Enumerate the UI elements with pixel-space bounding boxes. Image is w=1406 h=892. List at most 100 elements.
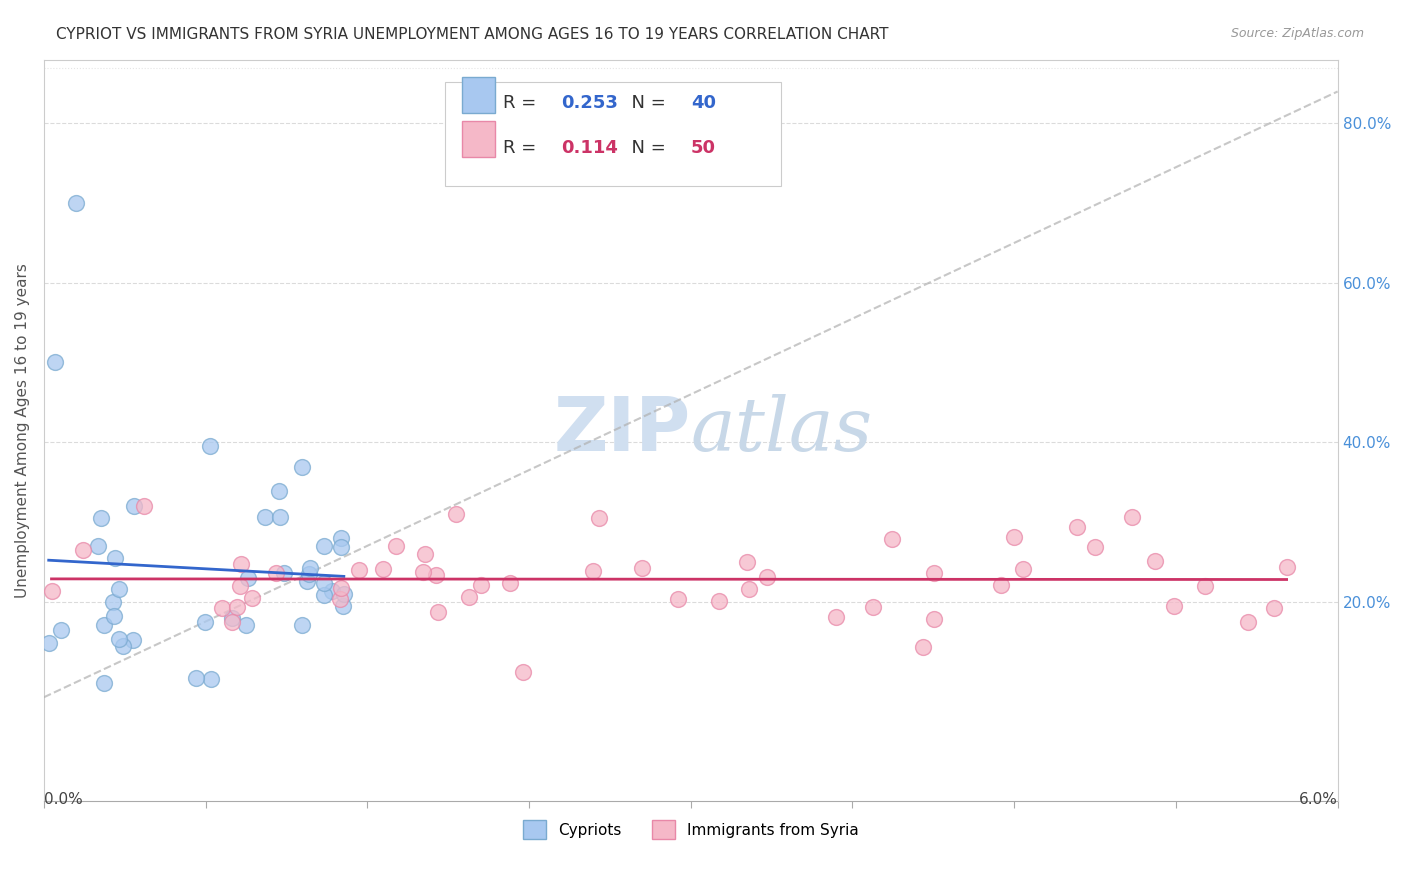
Point xyxy=(329,591,352,606)
Point xyxy=(65,196,87,211)
Point xyxy=(225,600,247,615)
Point xyxy=(371,562,394,576)
Point xyxy=(134,499,156,513)
Point xyxy=(312,588,335,602)
Point xyxy=(446,507,468,521)
Text: 40: 40 xyxy=(690,95,716,112)
Point xyxy=(200,672,222,686)
Point xyxy=(298,567,321,582)
Point xyxy=(90,510,112,524)
Legend: Cypriots, Immigrants from Syria: Cypriots, Immigrants from Syria xyxy=(516,814,865,845)
Point xyxy=(86,539,108,553)
Point xyxy=(38,636,60,650)
Point xyxy=(122,500,145,514)
Text: Source: ZipAtlas.com: Source: ZipAtlas.com xyxy=(1230,27,1364,40)
Point xyxy=(1002,530,1025,544)
Point xyxy=(269,484,291,499)
Point xyxy=(312,539,335,553)
Point xyxy=(273,566,295,580)
Point xyxy=(1011,562,1033,576)
Point xyxy=(101,595,124,609)
Point xyxy=(295,574,318,588)
Point xyxy=(269,509,291,524)
Text: 0.253: 0.253 xyxy=(561,95,619,112)
Text: CYPRIOT VS IMMIGRANTS FROM SYRIA UNEMPLOYMENT AMONG AGES 16 TO 19 YEARS CORRELAT: CYPRIOT VS IMMIGRANTS FROM SYRIA UNEMPLO… xyxy=(56,27,889,42)
Point xyxy=(299,561,322,575)
Point xyxy=(264,566,287,580)
Point xyxy=(211,600,233,615)
Point xyxy=(122,632,145,647)
Point xyxy=(737,582,759,596)
Point xyxy=(51,624,73,638)
Text: 0.0%: 0.0% xyxy=(44,791,83,806)
Text: N =: N = xyxy=(620,139,671,157)
Point xyxy=(666,591,689,606)
Point xyxy=(330,531,353,545)
Point xyxy=(1163,599,1185,614)
Y-axis label: Unemployment Among Ages 16 to 19 years: Unemployment Among Ages 16 to 19 years xyxy=(15,263,30,598)
Point xyxy=(221,611,243,625)
Point xyxy=(221,615,243,630)
Point xyxy=(385,539,408,553)
Point xyxy=(499,576,522,591)
Point xyxy=(332,599,354,614)
Text: 6.0%: 6.0% xyxy=(1299,791,1337,806)
Point xyxy=(1237,615,1260,629)
Point xyxy=(470,578,492,592)
Point xyxy=(93,617,115,632)
Point xyxy=(312,576,335,591)
Point xyxy=(291,459,314,474)
Point xyxy=(458,591,481,605)
Point xyxy=(112,640,135,654)
Point xyxy=(253,509,276,524)
Point xyxy=(1143,554,1166,568)
Point xyxy=(72,543,94,558)
Point xyxy=(291,618,314,632)
Point xyxy=(582,565,605,579)
Point xyxy=(321,584,343,599)
Point xyxy=(630,561,652,575)
Point xyxy=(1275,560,1298,574)
Point xyxy=(707,594,730,608)
Text: R =: R = xyxy=(503,95,543,112)
Point xyxy=(911,640,934,654)
Point xyxy=(198,439,221,453)
Point xyxy=(924,566,946,581)
Point xyxy=(922,612,945,626)
Point xyxy=(229,579,252,593)
Point xyxy=(880,532,903,546)
Point xyxy=(329,540,352,554)
Point xyxy=(44,355,66,369)
Point xyxy=(825,610,848,624)
Point xyxy=(194,615,217,629)
Point xyxy=(862,599,884,614)
Point xyxy=(240,591,263,606)
Point xyxy=(104,551,127,566)
Point xyxy=(103,609,125,624)
Text: ZIP: ZIP xyxy=(554,393,690,467)
Point xyxy=(735,555,758,569)
Text: 0.114: 0.114 xyxy=(561,139,619,157)
Point xyxy=(990,577,1012,591)
Point xyxy=(412,565,434,579)
Point xyxy=(425,568,447,582)
Text: 50: 50 xyxy=(690,139,716,157)
Point xyxy=(330,581,353,595)
Point xyxy=(1121,510,1143,524)
Point xyxy=(235,618,257,632)
FancyBboxPatch shape xyxy=(444,82,782,186)
Point xyxy=(1263,600,1285,615)
Point xyxy=(41,583,63,598)
Text: N =: N = xyxy=(620,95,671,112)
FancyBboxPatch shape xyxy=(461,77,495,113)
Point xyxy=(236,570,259,584)
Point xyxy=(588,511,610,525)
FancyBboxPatch shape xyxy=(461,121,495,158)
Point xyxy=(349,563,371,577)
Point xyxy=(756,570,779,584)
Point xyxy=(1194,579,1216,593)
Point xyxy=(186,671,208,685)
Point xyxy=(1066,520,1088,534)
Point xyxy=(512,665,534,679)
Point xyxy=(107,582,129,597)
